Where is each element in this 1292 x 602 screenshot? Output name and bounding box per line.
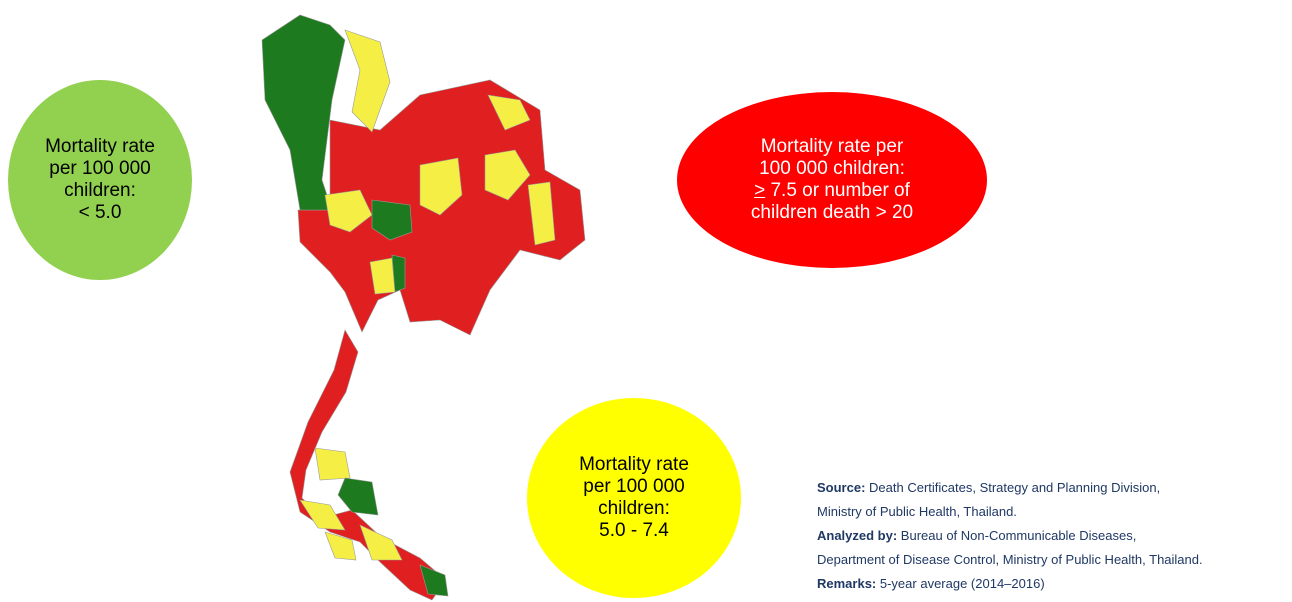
legend-line: > 7.5 or number of xyxy=(754,180,910,202)
legend-line: per 100 000 xyxy=(583,476,684,498)
legend-text: children death > 20 xyxy=(750,202,914,223)
note-line: Department of Disease Control, Ministry … xyxy=(817,548,1203,572)
region-yellow xyxy=(484,149,531,201)
legend-ellipse: Mortality rate per 100 000 children: < 5.0 xyxy=(8,80,192,280)
region-green xyxy=(391,254,406,293)
note-line: Source: Death Certificates, Strategy and… xyxy=(817,476,1203,500)
region-yellow xyxy=(344,29,391,133)
legend-text: > xyxy=(754,180,766,201)
legend-line: Mortality rate xyxy=(579,454,689,476)
legend-ellipse: Mortality rate per 100 000 children: 5.0 - … xyxy=(527,398,741,598)
note-label: Analyzed by: xyxy=(817,528,898,543)
note-label: Remarks: xyxy=(817,576,877,591)
region-green xyxy=(419,564,449,597)
legend-text: < 5.0 xyxy=(78,202,122,223)
note-line: Remarks: 5-year average (2014–2016) xyxy=(817,572,1203,596)
legend-line: Mortality rate per xyxy=(761,136,904,158)
legend-line: per 100 000 xyxy=(49,158,150,180)
legend-text: children: xyxy=(64,180,136,201)
legend-ellipse: Mortality rate per 100 000 children: > 7.5… xyxy=(677,92,987,268)
region-yellow xyxy=(299,499,346,531)
legend-text: Mortality rate xyxy=(579,454,689,475)
region-red xyxy=(289,329,447,601)
note-line: Ministry of Public Health, Thailand. xyxy=(817,500,1203,524)
legend-text: Mortality rate per xyxy=(760,136,904,157)
legend-line: Mortality rate xyxy=(45,136,155,158)
legend-text: 7.5 or number of xyxy=(765,180,910,201)
note-line: Analyzed by: Bureau of Non-Communicable … xyxy=(817,524,1203,548)
region-yellow xyxy=(314,447,351,481)
source-notes: Source: Death Certificates, Strategy and… xyxy=(817,476,1203,596)
region-green xyxy=(261,14,346,211)
note-text: Death Certificates, Strategy and Plannin… xyxy=(865,480,1161,495)
legend-text: per 100 000 xyxy=(49,158,151,179)
legend-line: 100 000 children: xyxy=(759,158,905,180)
region-yellow xyxy=(324,189,373,233)
region-yellow xyxy=(419,157,463,216)
legend-text: Mortality rate xyxy=(45,136,155,157)
region-yellow xyxy=(527,181,556,246)
region-green xyxy=(337,477,379,516)
region-yellow xyxy=(487,94,531,131)
legend-line: < 5.0 xyxy=(79,202,122,224)
note-text: Department of Disease Control, Ministry … xyxy=(817,552,1203,567)
note-text: 5-year average (2014–2016) xyxy=(876,576,1045,591)
legend-text: children: xyxy=(598,498,670,519)
region-yellow xyxy=(359,524,403,561)
legend-line: 5.0 - 7.4 xyxy=(599,520,669,542)
legend-line: children: xyxy=(64,180,136,202)
note-text: Bureau of Non-Communicable Diseases, xyxy=(897,528,1137,543)
legend-text: 5.0 - 7.4 xyxy=(599,520,669,541)
legend-text: 100 000 children: xyxy=(759,158,905,179)
legend-line: children: xyxy=(598,498,670,520)
note-label: Source: xyxy=(817,480,866,495)
region-yellow xyxy=(324,531,357,561)
legend-text: per 100 000 xyxy=(583,476,685,497)
legend-line: children death > 20 xyxy=(751,202,913,224)
note-text: Ministry of Public Health, Thailand. xyxy=(817,504,1017,519)
region-green xyxy=(371,199,413,241)
